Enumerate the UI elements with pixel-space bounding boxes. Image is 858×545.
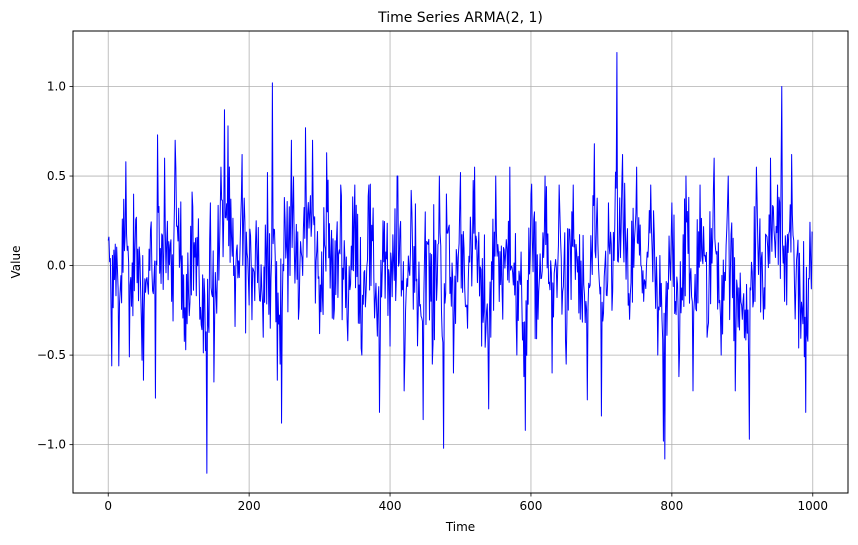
y-axis-label: Value: [9, 246, 23, 279]
x-tick-label: 0: [104, 499, 112, 513]
x-axis-label: Time: [445, 520, 475, 534]
series-line: [107, 51, 813, 474]
x-tick-label: 800: [660, 499, 683, 513]
y-tick-label: −0.5: [37, 348, 66, 362]
chart-title: Time Series ARMA(2, 1): [377, 10, 543, 26]
x-axis: 0 200 400 600 800 1000: [104, 493, 828, 513]
x-tick-label: 1000: [797, 499, 828, 513]
x-tick-label: 200: [238, 499, 261, 513]
y-axis: −1.0 −0.5 0.0 0.5 1.0: [37, 80, 73, 452]
y-tick-label: 1.0: [47, 80, 66, 94]
x-tick-label: 400: [379, 499, 402, 513]
series-layer: [107, 51, 813, 474]
x-tick-label: 600: [520, 499, 543, 513]
y-tick-label: 0.0: [47, 259, 66, 273]
plot-frame: [72, 30, 849, 494]
y-tick-label: 0.5: [47, 169, 66, 183]
y-tick-label: −1.0: [37, 438, 66, 452]
